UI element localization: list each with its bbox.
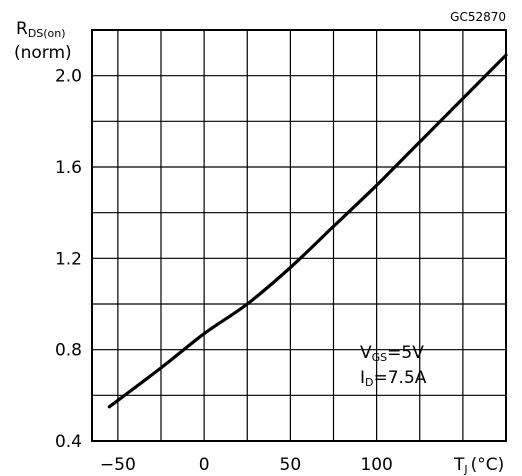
annotation-vgs-sub: GS xyxy=(372,351,388,364)
x-tick-labels: −50 0 50 100 xyxy=(100,455,393,475)
x-axis-label-unit: (°C) xyxy=(471,455,505,475)
y-axis-label-main: R xyxy=(16,19,28,39)
rds-curve xyxy=(107,53,508,409)
annotation-id-main: I xyxy=(360,368,365,388)
y-tick-label: 2.0 xyxy=(55,67,82,87)
annotation-vgs: VGS=5V xyxy=(360,343,424,364)
x-axis-label: TJ (°C) xyxy=(453,455,504,476)
annotation-id-value: =7.5A xyxy=(374,368,427,388)
x-tick-label: 100 xyxy=(360,455,392,475)
x-axis-label-sub: J xyxy=(463,463,467,476)
y-tick-label: 1.6 xyxy=(55,158,82,178)
annotation-vgs-main: V xyxy=(360,343,372,363)
conditions-annotation: VGS=5V ID=7.5A xyxy=(360,343,427,389)
grid-lines xyxy=(92,30,506,441)
y-axis-label-sub: DS(on) xyxy=(28,27,66,40)
x-tick-label: −50 xyxy=(100,455,136,475)
y-tick-label: 0.8 xyxy=(55,341,82,361)
figure-code: GC52870 xyxy=(450,10,506,24)
y-axis-label: RDS(on) xyxy=(16,19,66,40)
annotation-vgs-value: =5V xyxy=(387,343,424,363)
x-tick-label: 50 xyxy=(280,455,302,475)
annotation-id: ID=7.5A xyxy=(360,368,427,389)
y-tick-label: 1.2 xyxy=(55,249,82,269)
x-axis-label-main: T xyxy=(453,455,465,475)
y-tick-label: 0.4 xyxy=(55,432,82,452)
plot-frame xyxy=(91,29,507,442)
annotation-id-sub: D xyxy=(365,376,373,389)
x-tick-label: 0 xyxy=(199,455,210,475)
y-axis-unit: (norm) xyxy=(14,43,72,63)
y-tick-labels: 0.4 0.8 1.2 1.6 2.0 xyxy=(55,67,82,452)
